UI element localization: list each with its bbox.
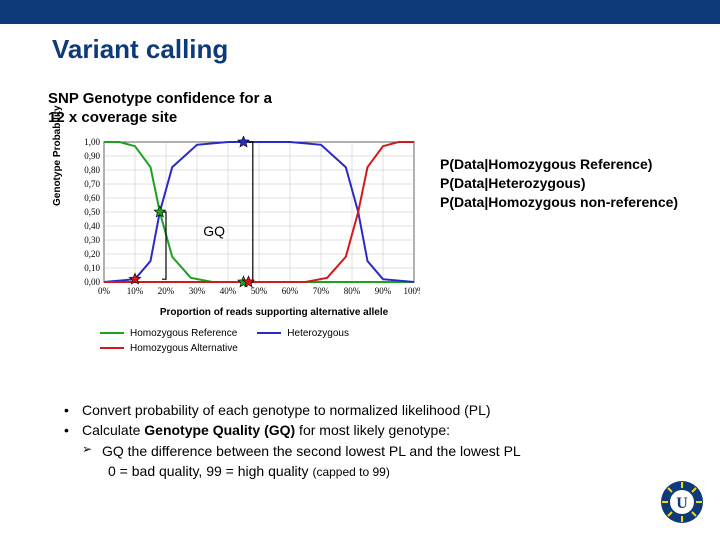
sub-bullet-2-main: 0 = bad quality, 99 = high quality <box>108 463 312 479</box>
svg-text:50%: 50% <box>251 286 268 296</box>
svg-text:0,50: 0,50 <box>84 207 100 217</box>
svg-text:U: U <box>676 495 688 512</box>
formula-homo-ref: P(Data|Homozygous Reference) <box>440 155 678 174</box>
bullet-2: Calculate Genotype Quality (GQ) for most… <box>60 420 660 440</box>
sub-bullet-2-small: (capped to 99) <box>312 465 389 479</box>
svg-text:100%: 100% <box>404 286 421 296</box>
svg-text:0,10: 0,10 <box>84 263 100 273</box>
probability-formulas: P(Data|Homozygous Reference) P(Data|Hete… <box>440 155 678 212</box>
y-axis-label: Genotype Probability <box>52 105 63 206</box>
svg-text:0,70: 0,70 <box>84 179 100 189</box>
bullet-1: Convert probability of each genotype to … <box>60 400 660 420</box>
x-axis-label: Proportion of reads supporting alternati… <box>100 307 448 318</box>
bullet-2-prefix: Calculate <box>82 422 144 438</box>
sub-bullet-2: 0 = bad quality, 99 = high quality (capp… <box>60 461 660 481</box>
svg-text:40%: 40% <box>220 286 237 296</box>
chart-title-line2: 12 x coverage site <box>48 109 177 126</box>
svg-text:30%: 30% <box>189 286 206 296</box>
svg-text:20%: 20% <box>158 286 175 296</box>
svg-text:90%: 90% <box>375 286 392 296</box>
bullet-2-bold: Genotype Quality (GQ) <box>144 422 295 438</box>
svg-text:0,90: 0,90 <box>84 151 100 161</box>
chart-svg: 0,000,100,200,300,400,500,600,700,800,90… <box>70 136 420 300</box>
svg-text:60%: 60% <box>282 286 299 296</box>
svg-text:0%: 0% <box>98 286 111 296</box>
legend-item: Homozygous Alternative <box>100 343 238 354</box>
top-bar <box>0 0 720 24</box>
formula-hetero: P(Data|Heterozygous) <box>440 174 678 193</box>
svg-text:70%: 70% <box>313 286 330 296</box>
svg-text:0,20: 0,20 <box>84 249 100 259</box>
slide-title: Variant calling <box>0 24 720 65</box>
formula-homo-nonref: P(Data|Homozygous non-reference) <box>440 193 678 212</box>
chart-area: SNP Genotype confidence for a 12 x cover… <box>48 90 448 358</box>
legend-item: Heterozygous <box>257 328 349 339</box>
chart-box: Genotype Probability 0,000,100,200,300,4… <box>70 136 448 354</box>
svg-text:1,00: 1,00 <box>84 137 100 147</box>
university-logo: U <box>660 480 704 524</box>
svg-text:10%: 10% <box>127 286 144 296</box>
gq-annotation: GQ <box>203 223 225 239</box>
svg-text:0,40: 0,40 <box>84 221 100 231</box>
svg-text:80%: 80% <box>344 286 361 296</box>
svg-text:0,80: 0,80 <box>84 165 100 175</box>
sub-bullet-1: GQ the difference between the second low… <box>60 441 660 461</box>
svg-text:0,30: 0,30 <box>84 235 100 245</box>
chart-title: SNP Genotype confidence for a 12 x cover… <box>48 90 448 128</box>
chart-title-line1: SNP Genotype confidence for a <box>48 90 272 107</box>
chart-legend: Homozygous Reference Heterozygous Homozygo… <box>100 328 448 354</box>
svg-text:0,60: 0,60 <box>84 193 100 203</box>
bullet-list: Convert probability of each genotype to … <box>60 400 660 481</box>
bullet-2-suffix: for most likely genotype: <box>295 422 450 438</box>
legend-item: Homozygous Reference <box>100 328 237 339</box>
